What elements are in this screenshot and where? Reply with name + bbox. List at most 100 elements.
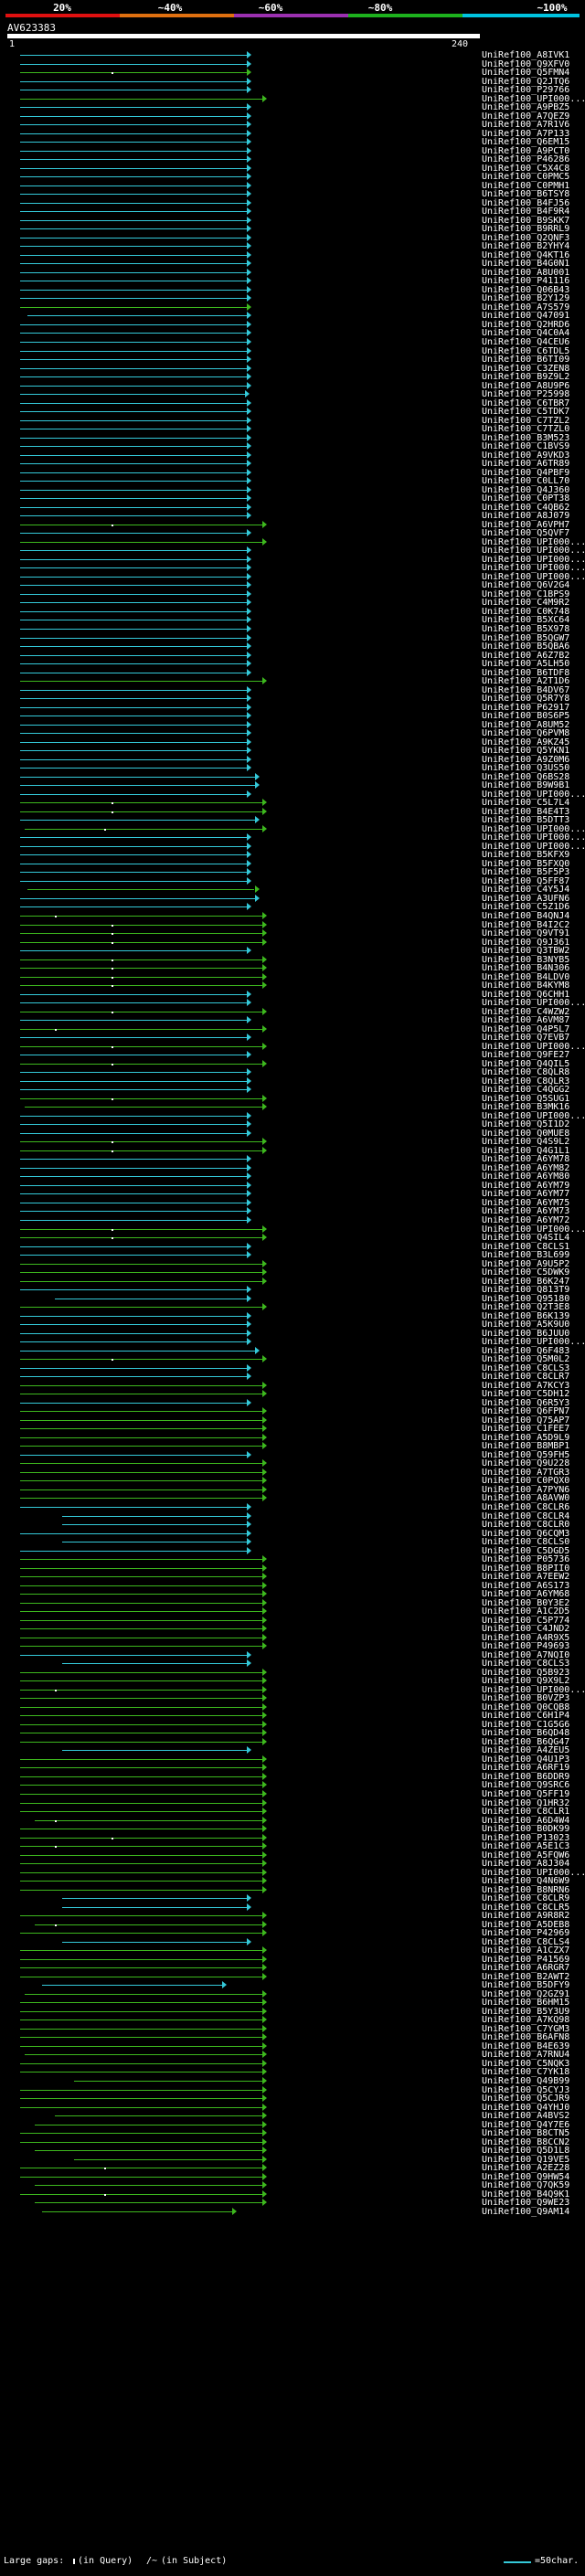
hit-line[interactable] — [20, 1246, 248, 1247]
hit-label[interactable]: UniRef100_C6TBR7 — [482, 398, 570, 408]
hit-label[interactable]: UniRef100_B5F5P3 — [482, 867, 570, 877]
hit-line[interactable] — [20, 1776, 262, 1777]
hit-label[interactable]: UniRef100_B6JUU0 — [482, 1329, 570, 1339]
hit-line[interactable] — [20, 116, 248, 117]
hit-label[interactable]: UniRef100_P25998 — [482, 389, 570, 399]
hit-line[interactable] — [20, 759, 248, 760]
hit-label[interactable]: UniRef100_Q0MUE8 — [482, 1129, 570, 1139]
hit-line[interactable] — [35, 1820, 262, 1821]
hit-label[interactable]: UniRef100_Q4S9L2 — [482, 1137, 570, 1147]
hit-label[interactable]: UniRef100_Q2QNF3 — [482, 233, 570, 243]
hit-label[interactable]: UniRef100_Q5FF87 — [482, 876, 570, 886]
hit-label[interactable]: UniRef100_C3ZEN8 — [482, 364, 570, 374]
hit-label[interactable]: UniRef100_Q5FF19 — [482, 1789, 570, 1799]
hit-line[interactable] — [20, 1081, 248, 1082]
hit-line[interactable] — [20, 602, 248, 603]
hit-label[interactable]: UniRef100_B2AWT2 — [482, 1972, 570, 1982]
hit-line[interactable] — [20, 629, 248, 630]
hit-label[interactable]: UniRef100_Q5R7Y8 — [482, 694, 570, 704]
hit-label[interactable]: UniRef100_A4BVS2 — [482, 2111, 570, 2121]
hit-line[interactable] — [20, 133, 248, 134]
hit-line[interactable] — [20, 916, 262, 917]
hit-line[interactable] — [20, 1255, 248, 1256]
hit-line[interactable] — [20, 1646, 262, 1647]
hit-line[interactable] — [20, 1794, 262, 1795]
hit-label[interactable]: UniRef100_B4N306 — [482, 963, 570, 973]
hit-line[interactable] — [20, 1455, 248, 1456]
hit-label[interactable]: UniRef100_A6YM80 — [482, 1171, 570, 1182]
hit-line[interactable] — [20, 567, 248, 568]
hit-line[interactable] — [54, 2115, 262, 2116]
hit-line[interactable] — [20, 611, 248, 612]
hit-label[interactable]: UniRef100_C5NQK3 — [482, 2059, 570, 2069]
hit-line[interactable] — [20, 1150, 262, 1151]
hit-label[interactable]: UniRef100_UPI000... — [482, 832, 585, 843]
hit-line[interactable] — [20, 463, 248, 464]
hit-line[interactable] — [20, 1715, 262, 1716]
hit-line[interactable] — [20, 2002, 262, 2003]
hit-line[interactable] — [20, 577, 248, 578]
hit-line[interactable] — [20, 1185, 248, 1186]
hit-line[interactable] — [20, 176, 248, 177]
hit-label[interactable]: UniRef100_B9SKK7 — [482, 216, 570, 226]
hit-label[interactable]: UniRef100_P41569 — [482, 1955, 570, 1965]
hit-line[interactable] — [20, 1480, 262, 1481]
hit-line[interactable] — [20, 124, 248, 125]
hit-label[interactable]: UniRef100_A6S173 — [482, 1581, 570, 1591]
hit-line[interactable] — [20, 1680, 262, 1681]
hit-line[interactable] — [20, 925, 262, 926]
hit-label[interactable]: UniRef100_C8CLR6 — [482, 1502, 570, 1512]
hit-label[interactable]: UniRef100_UPI000... — [482, 998, 585, 1008]
hit-label[interactable]: UniRef100_A9VKD3 — [482, 451, 570, 461]
hit-label[interactable]: UniRef100_Q6R5Y3 — [482, 1398, 570, 1408]
hit-label[interactable]: UniRef100_Q3US50 — [482, 763, 570, 773]
hit-label[interactable]: UniRef100_A5D9L9 — [482, 1433, 570, 1443]
hit-label[interactable]: UniRef100_B4I2C2 — [482, 920, 570, 930]
hit-label[interactable]: UniRef100_B8CTN5 — [482, 2128, 570, 2138]
hit-label[interactable]: UniRef100_A6YM79 — [482, 1181, 570, 1191]
hit-label[interactable]: UniRef100_B4Q9K1 — [482, 2189, 570, 2200]
hit-line[interactable] — [20, 1785, 262, 1786]
hit-line[interactable] — [20, 820, 255, 821]
hit-line[interactable] — [20, 472, 248, 473]
hit-line[interactable] — [20, 733, 248, 734]
hit-line[interactable] — [20, 1193, 248, 1194]
hit-line[interactable] — [25, 1994, 262, 1995]
hit-label[interactable]: UniRef100_Q5B923 — [482, 1668, 570, 1678]
hit-label[interactable]: UniRef100_UPI000... — [482, 1685, 585, 1695]
hit-line[interactable] — [20, 725, 248, 726]
hit-label[interactable]: UniRef100_B5X978 — [482, 624, 570, 634]
hit-line[interactable] — [20, 985, 262, 986]
hit-label[interactable]: UniRef100_B2YHY4 — [482, 241, 570, 251]
hit-label[interactable]: UniRef100_P05736 — [482, 1554, 570, 1564]
hit-line[interactable] — [20, 263, 248, 264]
hit-line[interactable] — [20, 151, 248, 152]
hit-line[interactable] — [20, 750, 248, 751]
hit-line[interactable] — [20, 1116, 248, 1117]
hit-label[interactable]: UniRef100_C4WZW2 — [482, 1007, 570, 1017]
hit-label[interactable]: UniRef100_Q6PVM8 — [482, 728, 570, 738]
hit-label[interactable]: UniRef100_C8CLS3 — [482, 1659, 570, 1669]
hit-line[interactable] — [20, 1211, 248, 1212]
hit-label[interactable]: UniRef100_Q5CYJ3 — [482, 2085, 570, 2095]
hit-label[interactable]: UniRef100_B9W9B1 — [482, 780, 570, 790]
hit-line[interactable] — [20, 1950, 262, 1951]
hit-line[interactable] — [20, 707, 248, 708]
hit-line[interactable] — [20, 638, 248, 639]
hit-label[interactable]: UniRef100_A9U5P2 — [482, 1259, 570, 1269]
hit-line[interactable] — [20, 403, 248, 404]
hit-label[interactable]: UniRef100_Q4P5L7 — [482, 1024, 570, 1034]
hit-label[interactable]: UniRef100_B6K139 — [482, 1311, 570, 1321]
hit-line[interactable] — [61, 1524, 248, 1525]
hit-label[interactable]: UniRef100_A5LH50 — [482, 659, 570, 669]
hit-label[interactable]: UniRef100_Q4G1L1 — [482, 1146, 570, 1156]
hit-label[interactable]: UniRef100_B2Y129 — [482, 293, 570, 303]
hit-label[interactable]: UniRef100_A7KCY3 — [482, 1381, 570, 1391]
hit-line[interactable] — [20, 594, 248, 595]
hit-line[interactable] — [20, 1046, 262, 1047]
hit-label[interactable]: UniRef100_B5KFX9 — [482, 850, 570, 860]
hit-line[interactable] — [20, 542, 262, 543]
hit-line[interactable] — [74, 2081, 262, 2082]
hit-line[interactable] — [61, 1898, 248, 1899]
hit-line[interactable] — [20, 1072, 248, 1073]
